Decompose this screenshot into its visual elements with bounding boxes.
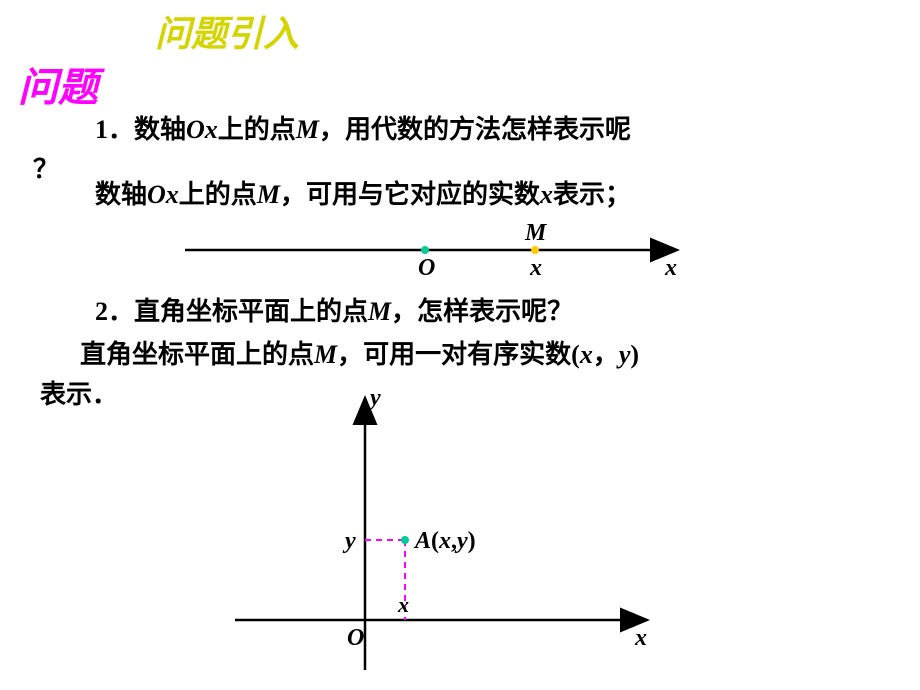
coordplane-y-tick-label: y [342, 528, 356, 554]
q2-line: 2．直角坐标平面上的点M，怎样表示呢？ [95, 292, 573, 331]
coordplane-diagram: y x O y x A(x,y) [175, 380, 695, 690]
a2-y: y [619, 340, 631, 369]
a1-ox: Ox [147, 180, 179, 209]
a2-t2: ，可用一对有序实数( [337, 340, 580, 369]
q2-t2: ，怎样表示呢？ [391, 297, 573, 326]
numberline-m-point [531, 246, 539, 254]
a2-c: ， [593, 340, 619, 369]
q2-m: M [368, 297, 391, 326]
coordplane-x-tick-label: x [397, 592, 409, 617]
a1-t2: 上的点 [179, 180, 257, 209]
problem-title: 问题 [18, 55, 98, 113]
a2-line1: 直角坐标平面上的点M，可用一对有序实数(x，y) [80, 335, 639, 374]
q1-qmark: ？ [33, 150, 59, 189]
a1-t1: 数轴 [95, 180, 147, 209]
numberline-origin-point [421, 246, 429, 254]
a1-t3: ，可用与它对应的实数 [280, 180, 540, 209]
a2-line2: 表示． [40, 375, 118, 414]
a1-x: x [540, 180, 553, 209]
numberline-x-axis-label: x [664, 255, 677, 280]
a2-m: M [314, 340, 337, 369]
intro-title-text: 问题引入 [155, 14, 299, 54]
q1-t1: 1．数轴 [95, 115, 186, 144]
a1-line: 数轴Ox上的点M，可用与它对应的实数x表示； [95, 175, 631, 214]
a1-m: M [257, 180, 280, 209]
a2-t3: ) [630, 340, 639, 369]
coordplane-y-axis-label: y [367, 385, 381, 411]
numberline-m-top-label: M [524, 220, 548, 246]
q2-t1: 2．直角坐标平面上的点 [95, 297, 368, 326]
q1-ox: Ox [186, 115, 218, 144]
a2-t4: 表示． [40, 380, 118, 409]
a2-t1: 直角坐标平面上的点 [80, 340, 314, 369]
problem-title-text: 问题 [18, 65, 98, 110]
q1-q: ？ [33, 155, 59, 184]
intro-title: 问题引入 [155, 5, 299, 57]
coordplane-x-axis-label: x [634, 625, 647, 651]
numberline-origin-label: O [418, 255, 435, 280]
q1-line1: 1．数轴Ox上的点M，用代数的方法怎样表示呢 [95, 110, 631, 149]
coordplane-point-a-label: A(x,y) [413, 528, 476, 554]
q1-t3: ，用代数的方法怎样表示呢 [319, 115, 631, 144]
a2-x: x [580, 340, 593, 369]
numberline-diagram: O M x x [175, 210, 695, 280]
a1-t4: 表示； [553, 180, 631, 209]
numberline-m-bottom-label: x [529, 255, 542, 280]
coordplane-point-a [401, 536, 409, 544]
coordplane-origin-label: O [347, 625, 364, 651]
q1-m: M [296, 115, 319, 144]
q1-t2: 上的点 [218, 115, 296, 144]
